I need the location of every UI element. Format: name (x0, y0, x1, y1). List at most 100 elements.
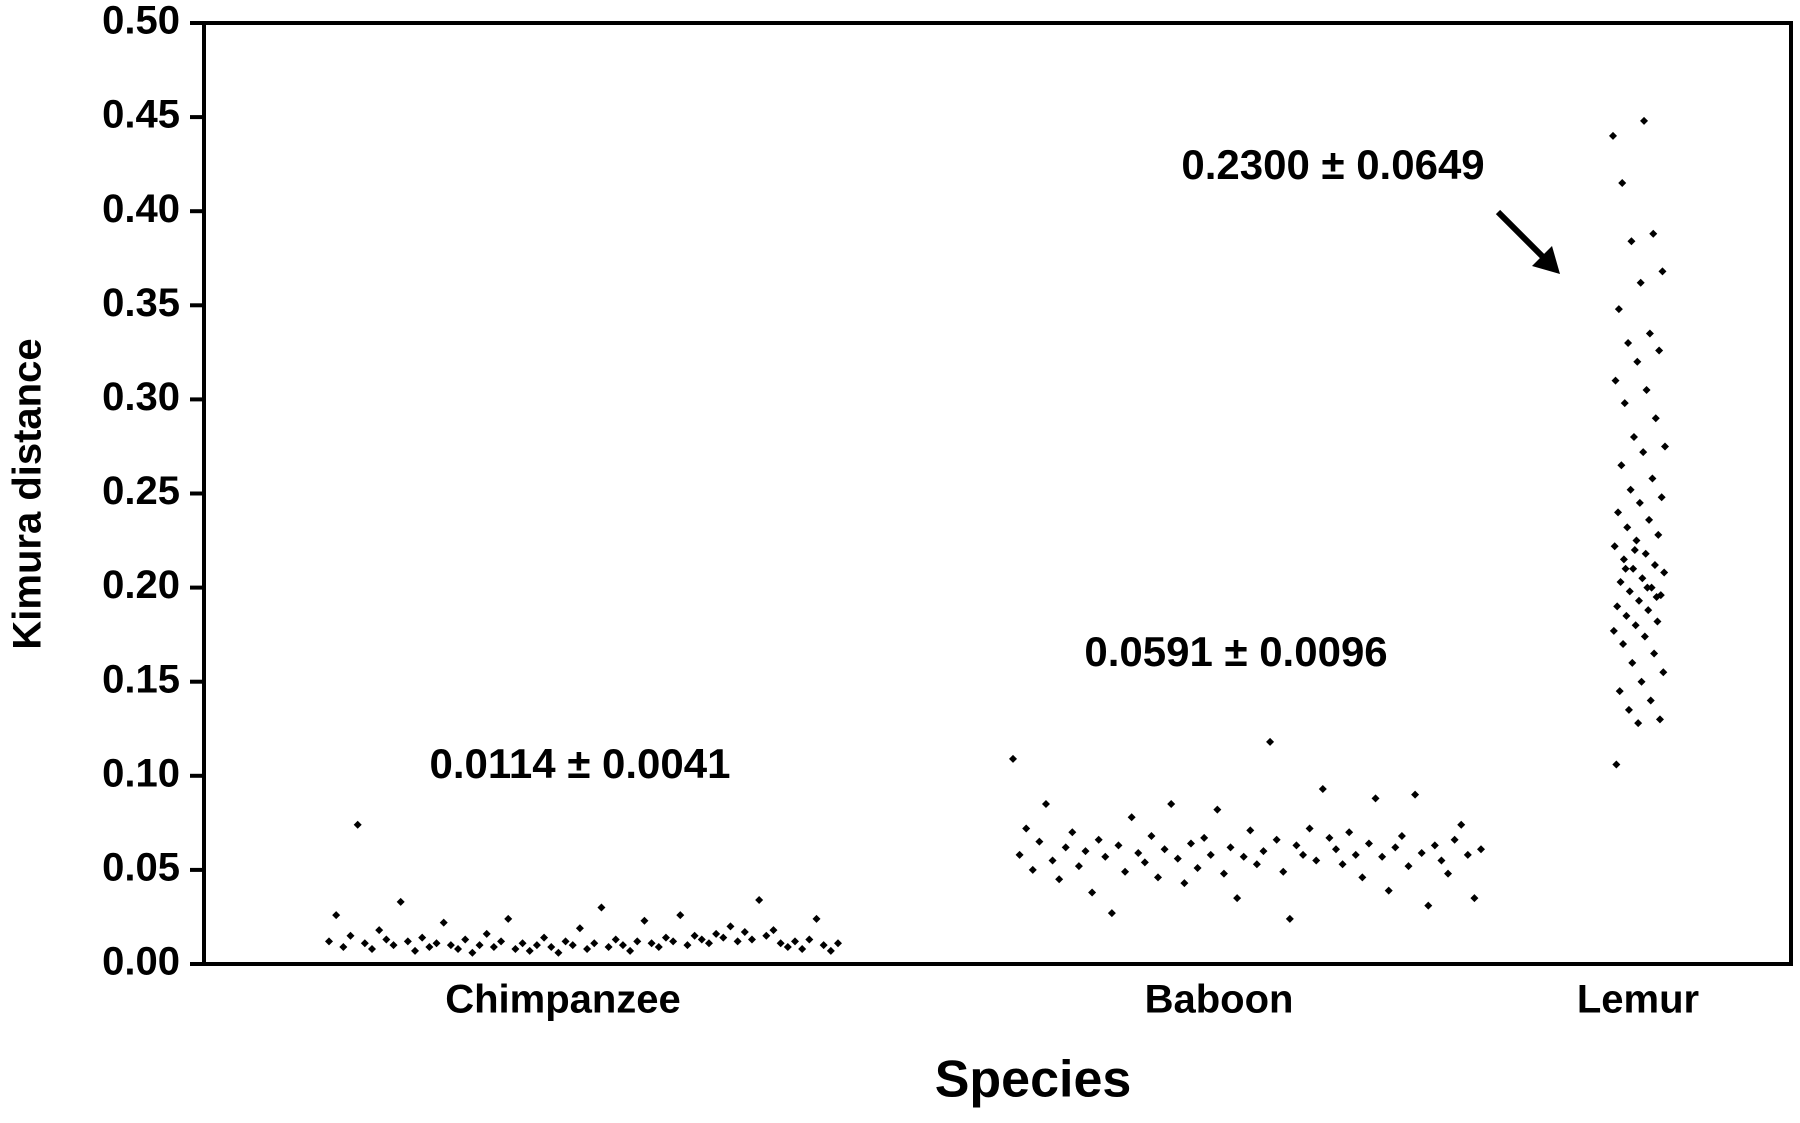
point (1417, 848, 1426, 857)
point (1444, 869, 1453, 878)
point (740, 928, 749, 937)
annotation: 0.2300 ± 0.0649 (1181, 141, 1484, 188)
point (1055, 875, 1064, 884)
point (1645, 329, 1654, 338)
point (1252, 860, 1261, 869)
point (389, 941, 398, 950)
point (1312, 856, 1321, 865)
x-tick-label: Baboon (1145, 978, 1294, 1022)
point (1648, 474, 1657, 483)
point (554, 948, 563, 957)
point (1634, 719, 1643, 728)
point (1450, 835, 1459, 844)
point (1629, 564, 1638, 573)
y-tick-label: 0.30 (102, 375, 180, 419)
point (776, 939, 785, 948)
point (1477, 845, 1485, 854)
point (468, 948, 477, 957)
point (403, 937, 412, 946)
point (418, 933, 427, 942)
point (1630, 545, 1639, 554)
point (1081, 847, 1090, 856)
point (1463, 850, 1472, 859)
point (1651, 414, 1660, 423)
point (1614, 305, 1623, 314)
point (411, 946, 420, 955)
point (1193, 864, 1202, 873)
y-tick-label: 0.35 (102, 281, 180, 325)
point (583, 944, 592, 953)
point (1470, 894, 1479, 903)
point (1610, 542, 1619, 551)
point (1616, 577, 1625, 586)
point (1134, 848, 1143, 857)
point (525, 946, 534, 955)
point (1658, 267, 1667, 276)
point (1318, 784, 1327, 793)
point (518, 939, 527, 948)
point (704, 939, 713, 948)
point (1653, 617, 1662, 626)
point (697, 935, 706, 944)
point (511, 944, 520, 953)
point (762, 931, 771, 940)
y-tick-label: 0.20 (102, 563, 180, 607)
point (676, 911, 685, 920)
point (1457, 820, 1466, 829)
point (1391, 843, 1400, 852)
point (1015, 850, 1024, 859)
point (1639, 448, 1648, 457)
point (826, 946, 835, 955)
point (1107, 909, 1116, 918)
point (1035, 837, 1044, 846)
point (1285, 914, 1294, 923)
point (1299, 850, 1308, 859)
point (1424, 901, 1433, 910)
point (1654, 530, 1663, 539)
arrow-head (1532, 246, 1560, 274)
point (1371, 794, 1380, 803)
point (1338, 860, 1347, 869)
point (1623, 523, 1632, 532)
point (1206, 850, 1215, 859)
point (1048, 856, 1057, 865)
point (1650, 649, 1659, 658)
point (1028, 865, 1037, 874)
point (475, 941, 484, 950)
point (439, 918, 448, 927)
point (547, 943, 556, 952)
annotation: 0.0114 ± 0.0041 (430, 740, 731, 787)
point (1239, 852, 1248, 861)
point (1655, 715, 1664, 724)
point (1331, 845, 1340, 854)
point (575, 924, 584, 933)
point (1649, 229, 1658, 238)
point (1180, 879, 1189, 888)
point (1640, 116, 1649, 125)
point (454, 944, 463, 953)
point (597, 903, 606, 912)
point (805, 935, 814, 944)
point (1061, 843, 1070, 852)
point (690, 931, 699, 940)
point (1213, 805, 1222, 814)
point (1625, 587, 1634, 596)
point (1650, 561, 1659, 570)
point (1640, 632, 1649, 641)
point (1114, 841, 1123, 850)
point (1659, 668, 1668, 677)
point (1627, 237, 1636, 246)
point (353, 820, 362, 829)
point (1140, 858, 1149, 867)
point (1661, 442, 1669, 451)
point (1628, 658, 1637, 667)
point (482, 929, 491, 938)
plot-frame (202, 21, 1793, 966)
point (1226, 843, 1235, 852)
point (1200, 833, 1209, 842)
point (368, 944, 377, 953)
point (1629, 433, 1638, 442)
point (712, 929, 721, 938)
point (1041, 800, 1050, 809)
point (1127, 813, 1136, 822)
